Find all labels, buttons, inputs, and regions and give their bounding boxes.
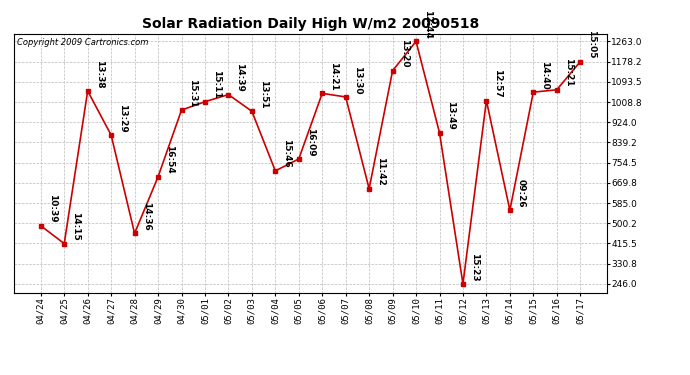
- Text: 15:21: 15:21: [564, 58, 573, 87]
- Text: 14:21: 14:21: [329, 62, 338, 91]
- Text: 16:09: 16:09: [306, 128, 315, 156]
- Text: 15:23: 15:23: [470, 252, 479, 281]
- Text: 13:29: 13:29: [118, 104, 127, 132]
- Text: 16:54: 16:54: [165, 145, 174, 174]
- Text: 14:36: 14:36: [141, 202, 150, 231]
- Text: 15:05: 15:05: [587, 30, 596, 59]
- Text: 15:46: 15:46: [282, 140, 291, 168]
- Text: 12:44: 12:44: [423, 10, 432, 39]
- Text: 10:39: 10:39: [48, 194, 57, 223]
- Text: 09:26: 09:26: [517, 179, 526, 207]
- Text: 13:20: 13:20: [400, 39, 408, 68]
- Text: 14:15: 14:15: [71, 212, 80, 241]
- Text: 14:39: 14:39: [235, 63, 244, 92]
- Text: 14:40: 14:40: [540, 61, 549, 89]
- Text: Copyright 2009 Cartronics.com: Copyright 2009 Cartronics.com: [17, 38, 148, 46]
- Title: Solar Radiation Daily High W/m2 20090518: Solar Radiation Daily High W/m2 20090518: [142, 17, 479, 31]
- Text: 13:38: 13:38: [95, 60, 103, 88]
- Text: 15:11: 15:11: [212, 70, 221, 99]
- Text: 13:30: 13:30: [353, 66, 362, 94]
- Text: 13:51: 13:51: [259, 80, 268, 108]
- Text: 12:57: 12:57: [493, 69, 502, 98]
- Text: 11:42: 11:42: [376, 157, 385, 186]
- Text: 13:49: 13:49: [446, 101, 455, 130]
- Text: 15:31: 15:31: [188, 79, 197, 107]
